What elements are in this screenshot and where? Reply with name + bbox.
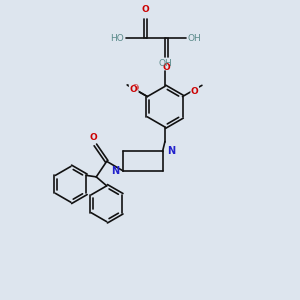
Text: O: O <box>142 4 149 14</box>
Text: OH: OH <box>158 59 172 68</box>
Text: OH: OH <box>188 34 202 43</box>
Text: O: O <box>163 62 170 71</box>
Text: O: O <box>132 84 139 93</box>
Text: N: N <box>111 166 119 176</box>
Text: HO: HO <box>110 34 124 43</box>
Text: O: O <box>90 133 98 142</box>
Text: O: O <box>191 86 199 95</box>
Text: N: N <box>167 146 175 157</box>
Text: methoxy: methoxy <box>127 81 134 83</box>
Text: O: O <box>129 85 137 94</box>
